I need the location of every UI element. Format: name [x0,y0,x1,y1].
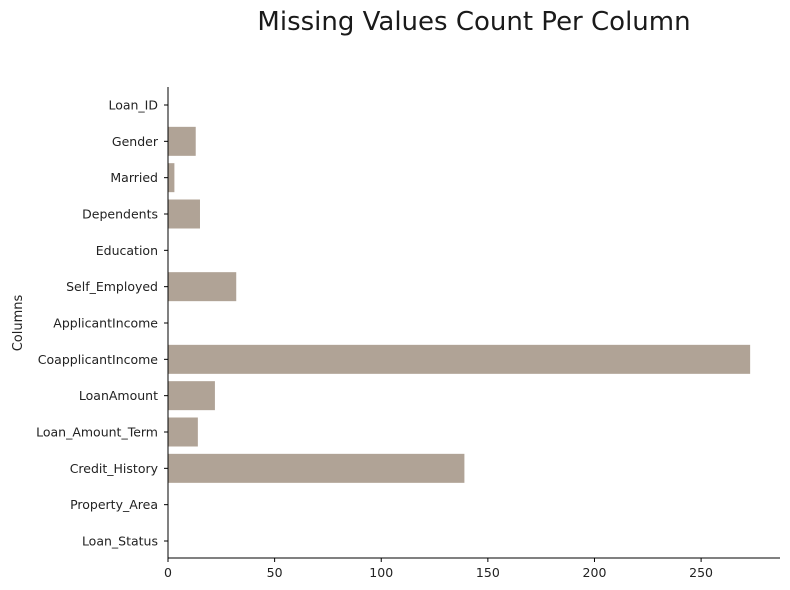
y-tick-label: Loan_ID [108,98,158,113]
bar-self-employed [168,272,237,302]
y-axis-ticks: Loan_ID Gender Married Dependents Education S… [36,98,168,549]
y-tick-label: Education [96,243,158,258]
y-tick-label: Credit_History [70,461,159,476]
y-tick-label: ApplicantIncome [53,316,158,331]
y-tick-label: Married [110,170,158,185]
y-axis-label: Columns [11,294,26,351]
x-tick-label: 250 [689,565,713,580]
y-tick-label: Gender [112,134,159,149]
bar-loan-amount-term [168,417,198,447]
x-tick-label: 200 [583,565,607,580]
x-tick-label: 100 [369,565,393,580]
bar-credit-history [168,453,465,483]
y-tick-label: Loan_Amount_Term [36,425,158,440]
x-axis-ticks: 0 50 100 150 200 250 [164,558,713,580]
bar-gender [168,126,196,156]
bar-dependents [168,199,200,229]
chart-title: Missing Values Count Per Column [257,7,690,37]
bar-loanamount [168,381,215,411]
y-tick-label: Self_Employed [66,279,158,294]
x-tick-label: 150 [476,565,500,580]
bar-married [168,163,175,193]
bar-coapplicantincome [168,344,751,374]
x-tick-label: 50 [267,565,283,580]
y-tick-label: Loan_Status [82,534,158,549]
x-tick-label: 0 [164,565,172,580]
y-tick-label: LoanAmount [79,388,158,403]
y-tick-label: Dependents [82,207,158,222]
y-tick-label: Property_Area [70,497,158,512]
y-tick-label: CoapplicantIncome [38,352,159,367]
bars-group [168,126,751,483]
